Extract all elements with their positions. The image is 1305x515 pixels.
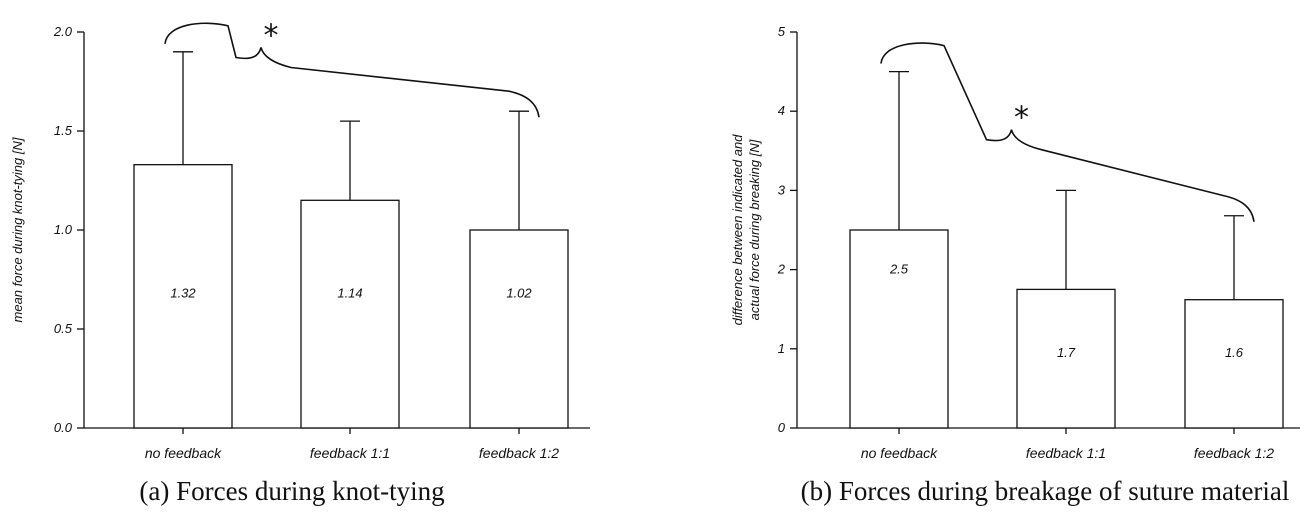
bar-3: [1184, 299, 1284, 429]
bar-2: [1016, 288, 1116, 429]
data-label: 1.14: [337, 285, 362, 300]
y-tick-label: 1.5: [54, 123, 73, 138]
data-label: 1.02: [506, 285, 532, 300]
x-category-label: no feedback: [145, 445, 222, 461]
significance-brace: [164, 22, 540, 118]
y-tick-label: 0.0: [54, 420, 73, 435]
y-tick-label: 0: [778, 420, 786, 435]
y-tick-label: 5: [778, 24, 786, 39]
figure-caption: (b) Forces during breakage of suture mat…: [801, 476, 1290, 506]
y-tick-label: 1: [778, 341, 785, 356]
bar-3: [469, 229, 569, 429]
x-category-label: feedback 1:2: [479, 445, 559, 461]
bar-1: [849, 229, 949, 429]
y-tick-label: 3: [778, 182, 786, 197]
y-axis-label-line: actual force during breaking [N]: [747, 139, 762, 320]
y-axis-label: mean force during knot-tying [N]: [10, 137, 25, 322]
figure-caption: (a) Forces during knot-tying: [139, 476, 444, 506]
y-axis-label-line: difference between indicated and: [730, 134, 745, 326]
data-label: 1.32: [170, 285, 196, 300]
bar-1: [133, 164, 233, 429]
chart-panel-b: 0 1 2 3 4 5 2.5 no feedback 1.7 feedback 1:1 1.6 fe…: [730, 24, 1300, 506]
significance-star: *: [264, 19, 279, 54]
data-label: 1.7: [1057, 345, 1076, 360]
y-tick-label: 0.5: [54, 321, 73, 336]
y-tick-label: 4: [778, 103, 785, 118]
x-category-label: feedback 1:1: [310, 445, 390, 461]
significance-brace: [880, 42, 1255, 222]
x-category-label: feedback 1:2: [1194, 445, 1274, 461]
x-category-label: no feedback: [861, 445, 938, 461]
significance-star: *: [1014, 101, 1029, 136]
data-label: 1.6: [1225, 345, 1244, 360]
y-tick-label: 2: [777, 262, 786, 277]
bar-2: [300, 199, 400, 429]
y-tick-label: 2.0: [53, 24, 73, 39]
y-tick-label: 1.0: [54, 222, 73, 237]
x-category-label: feedback 1:1: [1026, 445, 1106, 461]
data-label: 2.5: [889, 262, 909, 277]
chart-panel-a: 0.0 0.5 1.0 1.5 2.0 1.32 no feedback 1.14 feedba…: [10, 19, 590, 506]
